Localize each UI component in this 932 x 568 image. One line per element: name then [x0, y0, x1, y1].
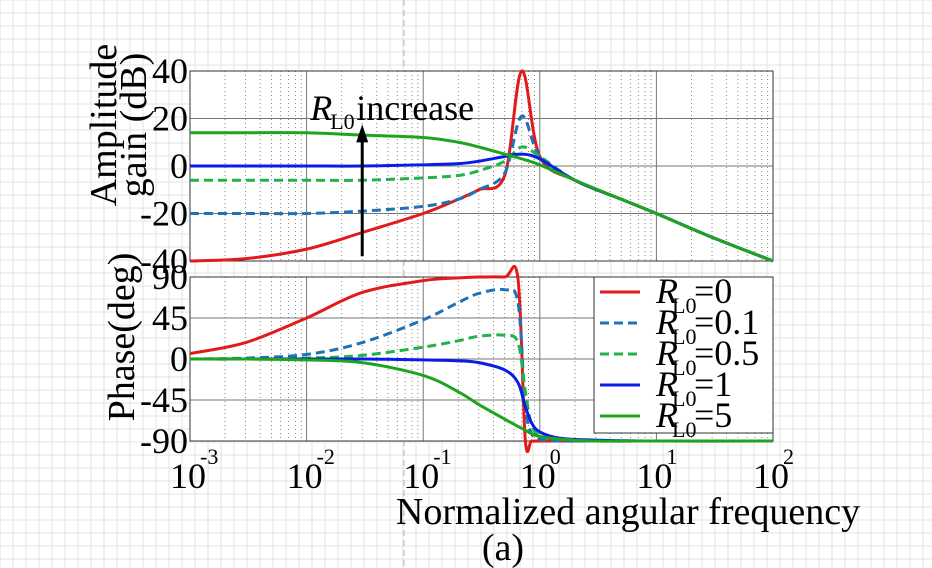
amplitude-ylabel-line2: gain (dB): [113, 53, 155, 198]
amplitude-ylabel-line1: Amplitude: [83, 44, 125, 207]
legend-subscript: L0: [672, 355, 696, 380]
legend-subscript: L0: [672, 324, 696, 349]
y-tick-label: -90: [140, 421, 188, 461]
legend-value: =0: [694, 271, 732, 311]
legend-box: [593, 276, 774, 434]
y-tick-label: -20: [140, 194, 188, 234]
x-tick-label: 10: [520, 456, 556, 496]
x-tick-label: 10: [170, 456, 206, 496]
x-tick-label: 10: [287, 456, 323, 496]
y-tick-label: 0: [170, 339, 188, 379]
x-tick-exponent: -3: [200, 444, 218, 469]
x-tick-exponent: 0: [550, 444, 561, 469]
amplitude-panel: 40 20 0 -20 -40 RL0 increase: [140, 51, 774, 281]
legend-subscript: L0: [672, 386, 696, 411]
phase-ylabel: Phase(deg): [101, 253, 143, 422]
x-tick-label: 10: [753, 456, 789, 496]
legend-symbol: R: [655, 395, 678, 435]
annotation-subscript: L0: [330, 109, 354, 134]
legend-subscript: L0: [672, 293, 696, 318]
y-tick-label: 0: [170, 146, 188, 186]
x-tick-label: 10: [403, 456, 439, 496]
x-tick-exponent: 2: [783, 444, 794, 469]
legend-value: =5: [694, 395, 732, 435]
y-tick-label: 40: [152, 51, 188, 91]
legend-symbol: R: [655, 364, 678, 404]
x-tick-exponent: 1: [666, 444, 677, 469]
figure-caption: (a): [482, 527, 524, 568]
y-tick-label: 20: [152, 99, 188, 139]
annotation-text: increase: [356, 88, 474, 128]
x-tick-label: 10: [636, 456, 672, 496]
series-line-amp-rl0-5: [190, 131, 774, 263]
y-tick-label: 45: [152, 298, 188, 338]
annotation-arrow-head: [356, 124, 369, 143]
x-tick-exponent: -2: [317, 444, 335, 469]
legend-value: =1: [694, 364, 732, 404]
y-tick-label: 90: [152, 257, 188, 297]
legend-subscript: L0: [672, 417, 696, 442]
y-tick-label: -45: [140, 380, 188, 420]
legend-value: =0.1: [694, 302, 759, 342]
legend-symbol: R: [655, 271, 678, 311]
annotation-symbol: R: [309, 88, 332, 128]
legend-symbol: R: [655, 302, 678, 342]
x-tick-exponent: -1: [433, 444, 451, 469]
x-axis-label: Normalized angular frequency: [396, 491, 860, 533]
legend-value: =0.5: [694, 333, 759, 373]
y-tick-label: -40: [140, 241, 188, 281]
series-line-phase-rl0-5: [189, 357, 773, 443]
legend-symbol: R: [655, 333, 678, 373]
